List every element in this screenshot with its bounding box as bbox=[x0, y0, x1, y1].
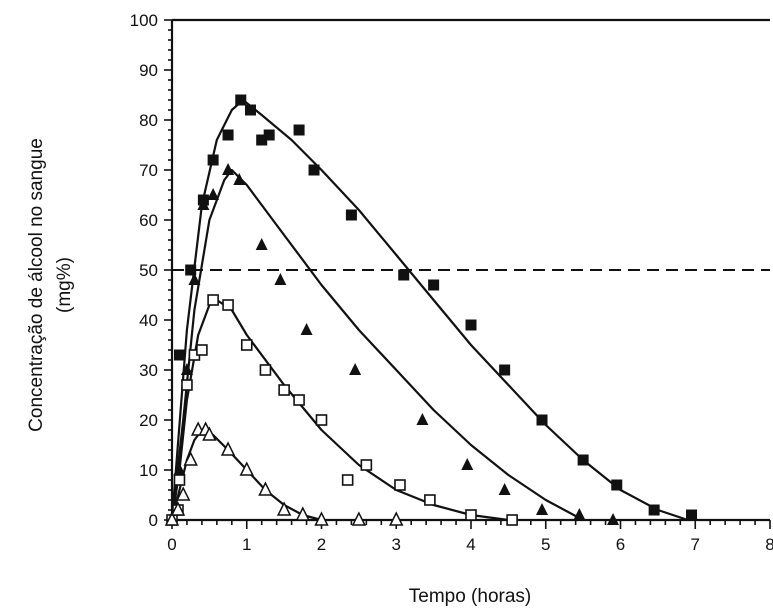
y-tick-label: 50 bbox=[139, 261, 158, 280]
data-point-series-3 bbox=[341, 474, 354, 486]
y-tick-label: 30 bbox=[139, 361, 158, 380]
data-point-series-4 bbox=[164, 511, 180, 526]
data-point-series-3 bbox=[173, 474, 186, 486]
data-point-series-1 bbox=[173, 349, 185, 361]
data-point-series-1 bbox=[465, 319, 477, 331]
y-axis-title-line-2: (mg%) bbox=[54, 257, 75, 313]
data-point-series-3 bbox=[196, 344, 208, 356]
x-tick-label: 6 bbox=[616, 535, 625, 554]
data-point-series-2 bbox=[607, 513, 620, 525]
axis-titles: Tempo (horas) Concentração de álcool no … bbox=[26, 138, 531, 607]
y-tick-label: 10 bbox=[139, 461, 158, 480]
data-point-series-1 bbox=[499, 364, 511, 376]
y-tick-label: 60 bbox=[139, 211, 158, 230]
data-point-series-4 bbox=[258, 481, 273, 496]
data-point-series-1 bbox=[611, 479, 623, 491]
fit-curve-1 bbox=[170, 98, 689, 522]
data-point-series-1 bbox=[244, 104, 256, 116]
data-point-series-2 bbox=[233, 173, 246, 185]
data-point-series-2 bbox=[173, 463, 186, 475]
data-point-series-3 bbox=[424, 494, 436, 506]
data-point-series-1 bbox=[428, 279, 440, 291]
data-point-series-2 bbox=[207, 188, 220, 200]
x-tick-label: 0 bbox=[167, 535, 176, 554]
data-point-series-1 bbox=[185, 264, 197, 276]
y-tick-label: 20 bbox=[139, 411, 158, 430]
data-point-series-3 bbox=[360, 459, 373, 471]
plot-area: 0 10 20 30 40 50 60 70 80 90 100 0 1 2 3 4 5 6 7 8 bbox=[130, 11, 773, 554]
fit-curve-2 bbox=[170, 168, 584, 521]
fit-curve-3 bbox=[170, 298, 509, 522]
data-point-series-2 bbox=[255, 238, 268, 250]
data-point-series-2 bbox=[416, 413, 429, 425]
data-point-series-2 bbox=[197, 198, 210, 210]
data-point-series-3 bbox=[394, 479, 406, 491]
data-point-series-2 bbox=[222, 163, 235, 175]
data-point-series-4 bbox=[220, 441, 236, 456]
y-tick-label: 70 bbox=[139, 161, 158, 180]
y-tick-label: 0 bbox=[149, 511, 158, 530]
data-point-series-2 bbox=[498, 483, 511, 495]
data-point-series-1 bbox=[256, 134, 268, 146]
data-point-series-1 bbox=[235, 94, 247, 106]
x-tick-label: 8 bbox=[765, 535, 773, 554]
x-axis-title: Tempo (horas) bbox=[409, 586, 532, 607]
data-point-series-3 bbox=[259, 364, 272, 376]
data-point-series-2 bbox=[300, 323, 313, 335]
data-point-series-3 bbox=[181, 379, 193, 391]
data-point-series-4 bbox=[239, 461, 254, 476]
data-point-series-4 bbox=[314, 511, 329, 526]
data-point-series-2 bbox=[536, 503, 549, 515]
data-point-series-1 bbox=[207, 154, 219, 166]
y-tick-label: 100 bbox=[130, 11, 158, 30]
data-point-series-1 bbox=[577, 454, 589, 466]
data-point-series-1 bbox=[398, 269, 410, 281]
data-point-series-4 bbox=[202, 426, 217, 441]
data-point-series-1 bbox=[263, 129, 275, 141]
data-point-series-1 bbox=[308, 164, 320, 176]
x-tick-label: 3 bbox=[392, 535, 401, 554]
data-point-series-2 bbox=[461, 458, 474, 470]
data-point-series-4 bbox=[351, 511, 367, 526]
data-point-series-4 bbox=[170, 501, 186, 516]
y-tick-label: 90 bbox=[139, 61, 158, 80]
data-point-series-3 bbox=[278, 384, 290, 396]
data-point-series-1 bbox=[536, 414, 548, 426]
data-point-series-2 bbox=[180, 363, 193, 375]
data-point-series-1 bbox=[345, 209, 357, 221]
x-tick-label: 4 bbox=[466, 535, 475, 554]
x-tick-label: 2 bbox=[317, 535, 326, 554]
data-point-series-3 bbox=[240, 339, 253, 351]
data-point-series-3 bbox=[315, 414, 328, 426]
x-tick-label: 5 bbox=[541, 535, 550, 554]
data-point-series-1 bbox=[686, 509, 698, 521]
data-point-series-2 bbox=[573, 508, 586, 520]
data-point-series-4 bbox=[276, 501, 292, 516]
y-tick-label: 40 bbox=[139, 311, 158, 330]
data-point-series-2 bbox=[274, 273, 287, 285]
data-point-series-1 bbox=[222, 129, 234, 141]
data-point-series-4 bbox=[389, 511, 404, 526]
data-point-series-4 bbox=[295, 506, 311, 521]
y-axis-title-line-1: Concentração de álcool no sangue bbox=[26, 138, 47, 432]
data-point-series-3 bbox=[207, 294, 219, 306]
data-point-series-1 bbox=[293, 124, 305, 136]
y-tick-label: 80 bbox=[139, 111, 158, 130]
data-point-series-4 bbox=[183, 451, 198, 466]
data-point-series-2 bbox=[349, 363, 362, 375]
data-point-series-3 bbox=[506, 514, 518, 526]
x-tick-label: 7 bbox=[691, 535, 700, 554]
data-point-series-4 bbox=[175, 486, 191, 501]
x-tick-label: 1 bbox=[242, 535, 251, 554]
data-point-series-2 bbox=[188, 273, 201, 285]
data-point-series-3 bbox=[222, 299, 234, 311]
data-point-series-3 bbox=[293, 394, 305, 406]
data-point-series-1 bbox=[648, 504, 660, 516]
data-point-series-3 bbox=[465, 509, 477, 521]
